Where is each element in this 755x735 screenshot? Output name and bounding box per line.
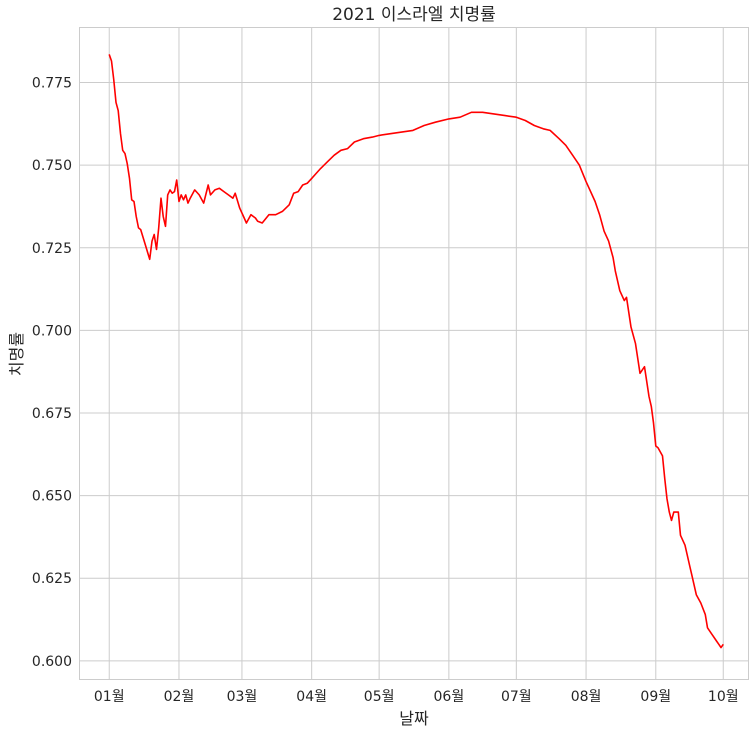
x-axis-ticks: 01월 02월 03월 04월 05월 06월 07월 08월 09월 10월 xyxy=(94,689,739,705)
y-tick-label: 0.600 xyxy=(32,654,72,670)
x-tick-label: 05월 xyxy=(364,689,395,705)
chart-title: 2021 이스라엘 치명률 xyxy=(332,5,496,25)
y-tick-label: 0.625 xyxy=(32,571,72,587)
series-layer xyxy=(108,54,724,649)
plot-frame xyxy=(79,27,749,680)
x-tick-label: 03월 xyxy=(227,689,258,705)
y-tick-label: 0.650 xyxy=(32,489,72,505)
x-axis-label: 날짜 xyxy=(399,709,429,728)
y-axis-ticks: 0.600 0.625 0.650 0.675 0.700 0.725 0.750 0.775 xyxy=(32,76,72,670)
x-tick-label: 09월 xyxy=(640,689,671,705)
x-tick-label: 08월 xyxy=(571,689,602,705)
y-axis-label: 치명률 xyxy=(7,332,26,376)
y-tick-label: 0.775 xyxy=(32,76,72,92)
x-tick-label: 01월 xyxy=(94,689,125,705)
x-tick-label: 02월 xyxy=(164,689,195,705)
x-tick-label: 10월 xyxy=(708,689,739,705)
x-tick-label: 04월 xyxy=(296,689,327,705)
grid xyxy=(80,28,748,679)
y-tick-label: 0.725 xyxy=(32,241,72,257)
x-tick-label: 06월 xyxy=(434,689,465,705)
y-tick-label: 0.700 xyxy=(32,323,72,339)
x-tick-label: 07월 xyxy=(501,689,532,705)
series-line xyxy=(108,54,724,649)
y-tick-label: 0.675 xyxy=(32,406,72,422)
y-tick-label: 0.750 xyxy=(32,158,72,174)
